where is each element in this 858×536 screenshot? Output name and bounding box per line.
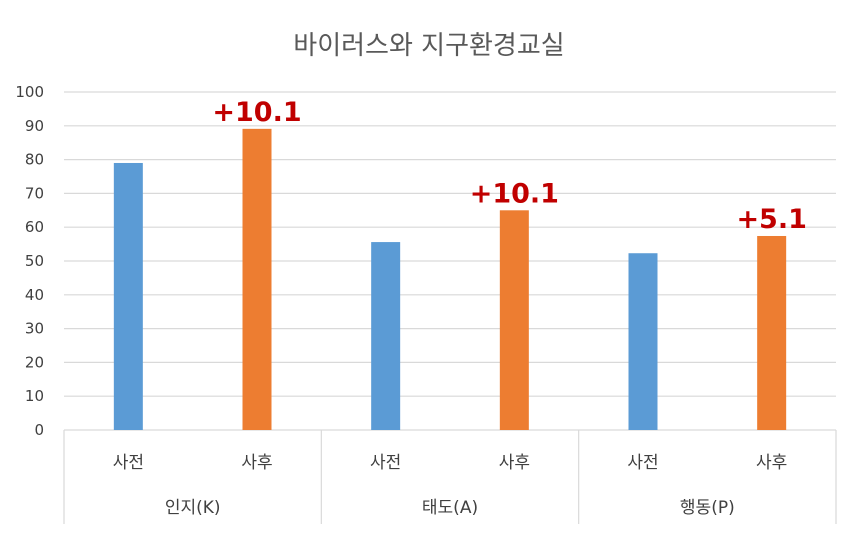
bars — [113, 128, 787, 431]
bar — [499, 210, 529, 430]
bar — [371, 242, 401, 430]
x-category-label: 사전 — [370, 453, 401, 473]
y-tick-label: 20 — [25, 353, 44, 371]
data-labels: +10.1 +10.1 +5.1 — [212, 97, 807, 235]
delta-label: +10.1 — [212, 97, 301, 128]
bar — [242, 128, 272, 431]
bar — [628, 253, 658, 430]
x-category-label: 사후 — [499, 453, 530, 473]
x-group-label: 태도(A) — [422, 498, 478, 518]
x-category-label: 사후 — [756, 453, 787, 473]
y-tick-label: 0 — [34, 421, 44, 439]
delta-label: +5.1 — [736, 204, 806, 235]
y-tick-label: 30 — [25, 320, 44, 338]
y-tick-label: 90 — [25, 117, 44, 135]
x-category-label: 사전 — [113, 453, 144, 473]
gridlines — [64, 91, 836, 431]
delta-label: +10.1 — [470, 178, 559, 209]
x-group-label: 인지(K) — [165, 498, 221, 518]
x-category-label: 사전 — [627, 453, 658, 473]
y-tick-label: 80 — [25, 151, 44, 169]
chart-title: 바이러스와 지구환경교실 — [293, 31, 564, 61]
bar — [113, 162, 143, 431]
y-tick-label: 70 — [25, 184, 44, 202]
bar — [757, 235, 787, 430]
x-category-label: 사후 — [241, 453, 272, 473]
y-tick-label: 100 — [15, 83, 44, 101]
y-tick-label: 40 — [25, 286, 44, 304]
x-group-label: 행동(P) — [680, 498, 735, 518]
y-tick-label: 50 — [25, 252, 44, 270]
y-tick-label: 10 — [25, 387, 44, 405]
y-tick-label: 60 — [25, 218, 44, 236]
y-axis-ticks: 0 10 20 30 40 50 60 70 80 90 100 — [15, 83, 44, 439]
